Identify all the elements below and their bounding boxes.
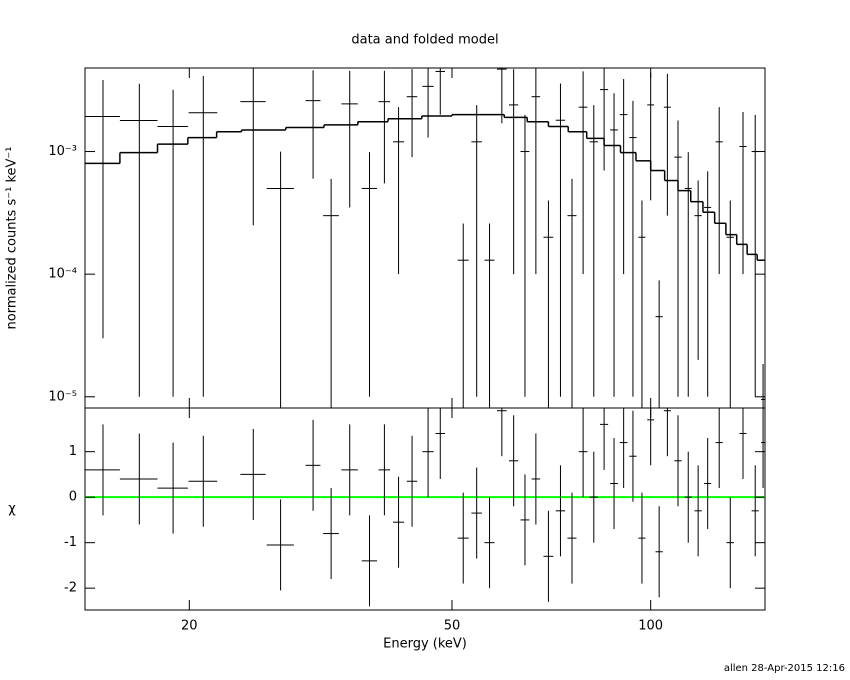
y-axis-label: normalized counts s⁻¹ keV⁻¹	[5, 147, 20, 330]
y-tick-label: 1	[69, 444, 77, 459]
chart-title: data and folded model	[351, 33, 498, 48]
x-tick-label: 50	[444, 619, 461, 634]
y-axis-label: χ	[8, 502, 16, 517]
x-tick-label: 20	[181, 619, 198, 634]
y-tick-label: 0	[69, 490, 77, 505]
y-tick-label: 10⁻³	[48, 144, 77, 159]
y-tick-label: -1	[64, 535, 77, 550]
footer: allen 28-Apr-2015 12:16	[724, 663, 845, 674]
top-frame	[84, 67, 766, 409]
plot-area	[85, 408, 765, 607]
x-tick-label: 100	[638, 619, 663, 634]
y-tick-label: 10⁻⁴	[48, 267, 77, 282]
y-tick-label: -2	[64, 581, 77, 596]
x-axis-label: Energy (keV)	[383, 637, 467, 652]
bottom-frame	[84, 407, 766, 611]
y-tick-label: 10⁻⁵	[48, 389, 77, 404]
plot-area	[85, 68, 765, 408]
